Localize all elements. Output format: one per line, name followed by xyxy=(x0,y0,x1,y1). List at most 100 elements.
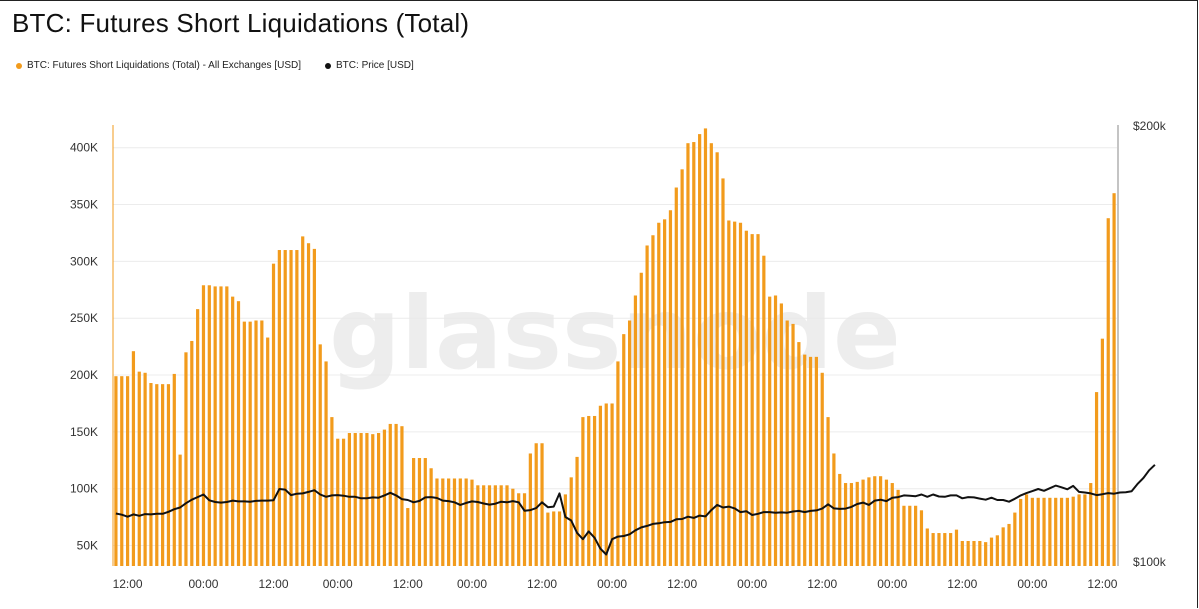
chart-title: BTC: Futures Short Liquidations (Total) xyxy=(12,8,470,38)
bar xyxy=(330,417,334,566)
bar xyxy=(826,417,830,566)
bar xyxy=(125,376,130,566)
bar xyxy=(727,220,731,566)
x-tick-label: 12:00 xyxy=(527,577,557,591)
bar xyxy=(1106,218,1110,566)
bar xyxy=(779,303,783,566)
bar xyxy=(324,361,328,566)
bar xyxy=(435,478,439,566)
bar xyxy=(698,134,702,567)
x-tick-label: 00:00 xyxy=(597,577,627,591)
y-tick-label: 100K xyxy=(70,482,98,496)
bar xyxy=(908,505,912,566)
bar xyxy=(476,485,480,566)
bar xyxy=(382,429,387,566)
bar xyxy=(1048,497,1052,566)
bar xyxy=(820,372,824,566)
bar xyxy=(143,372,147,566)
bar xyxy=(312,248,316,567)
bar xyxy=(686,143,690,567)
bar xyxy=(295,250,299,567)
bar xyxy=(1007,523,1011,566)
price-line xyxy=(115,464,1156,556)
bar xyxy=(552,511,556,566)
bar xyxy=(1042,497,1046,566)
legend-item-liquidations[interactable]: BTC: Futures Short Liquidations (Total) … xyxy=(16,60,301,71)
bar xyxy=(318,344,322,566)
legend-dot-price xyxy=(325,62,332,69)
bar xyxy=(581,417,585,566)
right-tick-label: $100k xyxy=(1133,555,1167,569)
bar xyxy=(347,433,352,566)
bar xyxy=(231,296,235,566)
legend-label-price: BTC: Price [USD] xyxy=(336,60,414,71)
bar xyxy=(184,352,188,566)
bar xyxy=(663,219,667,566)
bar xyxy=(1030,497,1034,566)
bar xyxy=(499,485,503,566)
bar xyxy=(1071,496,1075,566)
right-tick-label: $200k xyxy=(1133,119,1167,133)
bar xyxy=(137,371,141,566)
bar xyxy=(201,285,206,566)
bar xyxy=(423,458,427,566)
bar xyxy=(803,354,807,566)
bar xyxy=(487,485,492,566)
bar xyxy=(161,384,165,566)
x-tick-label: 12:00 xyxy=(807,577,837,591)
x-tick-label: 12:00 xyxy=(947,577,977,591)
bar xyxy=(633,295,638,566)
bar xyxy=(756,234,760,566)
bar xyxy=(721,178,725,566)
bar xyxy=(1024,494,1029,566)
bar xyxy=(651,235,655,566)
bar xyxy=(943,533,947,566)
bar xyxy=(902,505,906,566)
bar xyxy=(464,478,468,566)
legend-item-price[interactable]: BTC: Price [USD] xyxy=(325,60,414,71)
bar xyxy=(376,433,381,566)
bar xyxy=(914,505,918,566)
x-tick-label: 00:00 xyxy=(877,577,907,591)
bar xyxy=(219,286,223,566)
bar xyxy=(797,342,801,566)
bar xyxy=(172,373,176,566)
bar xyxy=(762,255,766,567)
bar xyxy=(557,511,562,566)
bar xyxy=(517,493,521,566)
bar xyxy=(645,245,649,567)
bar xyxy=(277,250,281,567)
bar xyxy=(341,438,346,566)
bar xyxy=(604,403,608,566)
x-tick-label: 12:00 xyxy=(393,577,423,591)
bar xyxy=(511,488,515,566)
bar xyxy=(166,384,171,566)
x-tick-label: 12:00 xyxy=(259,577,289,591)
bar xyxy=(190,340,194,566)
bar xyxy=(954,529,959,566)
y-tick-label: 400K xyxy=(70,141,98,155)
bar xyxy=(575,456,579,566)
bar xyxy=(289,250,293,567)
bar xyxy=(622,334,626,566)
bar xyxy=(610,403,614,566)
y-tick-label: 300K xyxy=(70,254,98,268)
bar xyxy=(878,476,883,566)
bar xyxy=(680,169,684,566)
bar xyxy=(616,361,620,566)
x-tick-label: 00:00 xyxy=(457,577,487,591)
bar xyxy=(178,454,182,566)
bar xyxy=(301,236,305,566)
bar xyxy=(598,405,603,566)
bar xyxy=(266,337,270,566)
legend-dot-liquidations xyxy=(16,62,22,69)
bar xyxy=(785,320,789,566)
bar xyxy=(919,510,924,566)
x-tick-label: 12:00 xyxy=(667,577,697,591)
bar xyxy=(674,187,678,567)
bar xyxy=(966,540,970,566)
bar xyxy=(592,415,597,566)
bar xyxy=(1013,512,1017,566)
